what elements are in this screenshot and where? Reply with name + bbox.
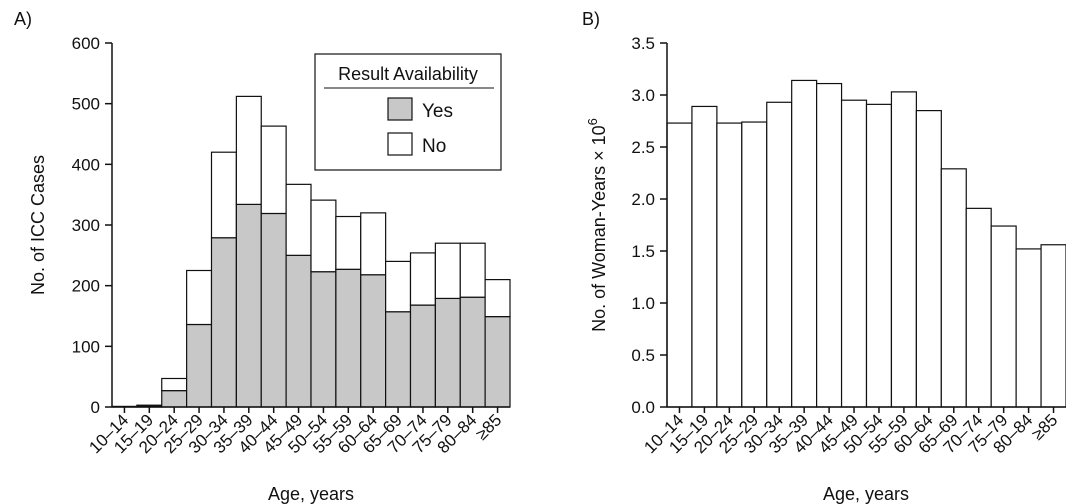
panel-a-bar-no-14 [459, 242, 486, 298]
panel-a-bar-yes-5 [235, 203, 262, 408]
panel-a-bar-yes-4 [210, 237, 237, 408]
panel-a-x-axis-label: Age, years [268, 484, 354, 504]
panel-b-bar-11 [940, 168, 967, 408]
panel-b-y-tick-label-3: 1.5 [631, 242, 655, 261]
panel-a-x-ticks: 10–1415–1920–2425–2930–3435–3940–4445–49… [85, 407, 505, 457]
panel-b-bar-1 [691, 105, 718, 408]
panel-a-y-tick-label-4: 400 [72, 155, 100, 174]
panel-b-label: B) [582, 9, 600, 29]
panel-a-y-axis-label: No. of ICC Cases [28, 155, 48, 295]
panel-b-bar-15 [1040, 244, 1066, 408]
panel-b-bar-4 [766, 101, 793, 408]
legend-label-no: No [422, 136, 446, 157]
panel-a-bar-no-3 [186, 269, 213, 326]
panel-a-label: A) [14, 9, 32, 29]
panel-a-bar-yes-10 [360, 274, 387, 408]
panel-a-bar-no-2 [161, 377, 188, 392]
panel-a-bar-yes-11 [385, 311, 412, 408]
panel-b-bar-9 [890, 91, 917, 408]
panel-a-bars [111, 95, 511, 408]
panel-a-y-tick-label-0: 0 [91, 398, 100, 417]
panel-b-bar-12 [965, 207, 992, 408]
panel-b-bar-3 [741, 121, 768, 408]
legend-swatch-no [387, 132, 413, 156]
panel-b-y-tick-label-0: 0.0 [631, 398, 655, 417]
legend-label-yes: Yes [422, 101, 453, 122]
panel-b-y-tick-label-7: 3.5 [631, 34, 655, 53]
panel-a-y-tick-label-1: 100 [72, 337, 100, 356]
panel-a-y-ticks: 0 100 200 300 400 500 600 [72, 34, 112, 417]
panel-a-bar-yes-13 [434, 297, 461, 408]
panel-b-x-ticks: 10–1415–1920–2425–2930–3435–3940–4445–49… [640, 407, 1061, 457]
panel-b-bar-0 [666, 122, 693, 408]
panel-a-bar-yes-3 [186, 323, 213, 408]
panel-a-bar-yes-6 [260, 212, 287, 408]
panel-a-x-tick-label-15: ≥85 [472, 410, 505, 443]
panel-a-bar-no-9 [335, 215, 362, 270]
panel-a-bar-yes-2 [161, 390, 188, 408]
panel-b-y-axis-label: No. of Woman-Years × 106 [585, 118, 609, 332]
panel-a-bar-yes-8 [310, 271, 337, 408]
panel-a-bar-no-15 [484, 279, 511, 318]
panel-b-y-ticks: 0.0 0.5 1.0 1.5 2.0 2.5 3.0 3.5 [631, 34, 667, 417]
panel-a-bar-no-1 [136, 404, 163, 407]
panel-b-bar-2 [716, 122, 743, 408]
panel-b-bar-7 [840, 99, 868, 408]
panel-b-y-tick-label-1: 0.5 [631, 346, 655, 365]
panel-b-bar-13 [990, 225, 1017, 408]
panel-b-chart: B) 0.0 0.5 1.0 1.5 2.0 2.5 3.0 3.5 10–1415–1920… [582, 9, 1066, 504]
panel-b-y-tick-label-6: 3.0 [631, 86, 655, 105]
panel-b-bars [666, 79, 1066, 408]
panel-b-y-tick-label-4: 2.0 [631, 190, 655, 209]
panel-a-bar-no-5 [235, 95, 262, 205]
panel-b-y-axis-label-main: No. of Woman-Years × 10 [589, 125, 609, 332]
panel-a-bar-yes-12 [409, 304, 436, 408]
panel-a-y-tick-label-5: 500 [72, 95, 100, 114]
panel-a-bar-no-13 [434, 242, 461, 300]
panel-a-bar-no-4 [210, 151, 237, 239]
panel-b-x-tick-label-15: ≥85 [1028, 410, 1061, 443]
legend: Result Availability Yes No [314, 53, 502, 171]
panel-a-bar-no-10 [360, 212, 387, 276]
panel-a-y-tick-label-3: 300 [72, 216, 100, 235]
legend-title: Result Availability [338, 64, 478, 84]
panel-b-bar-5 [791, 79, 818, 408]
panel-a-bar-no-6 [260, 125, 287, 215]
panel-a-bar-no-8 [310, 199, 337, 273]
panel-a-bar-yes-15 [484, 316, 511, 408]
panel-b-bar-10 [915, 109, 942, 408]
panel-b-bar-8 [865, 103, 893, 408]
panel-a-bar-no-11 [385, 260, 412, 313]
panel-b-x-axis-label: Age, years [823, 484, 909, 504]
panel-a-y-tick-label-2: 200 [72, 277, 100, 296]
panel-b-y-tick-label-2: 1.0 [631, 294, 655, 313]
panel-a-bar-no-7 [285, 183, 312, 256]
panel-b-bar-6 [816, 82, 843, 408]
panel-a-y-tick-label-6: 600 [72, 34, 100, 53]
panel-a-bar-yes-9 [335, 268, 362, 408]
legend-swatch-yes [387, 97, 413, 121]
panel-b-y-tick-label-5: 2.5 [631, 138, 655, 157]
panel-b-bar-14 [1015, 248, 1042, 408]
panel-a-bar-yes-7 [285, 254, 312, 408]
panel-a-bar-no-12 [409, 252, 436, 306]
panel-a-chart: A) 0 100 200 300 400 500 600 10–1415–1920–2425… [14, 9, 511, 504]
panel-a-bar-yes-14 [459, 296, 486, 408]
panel-b-y-axis-label-exponent: 6 [585, 118, 600, 125]
